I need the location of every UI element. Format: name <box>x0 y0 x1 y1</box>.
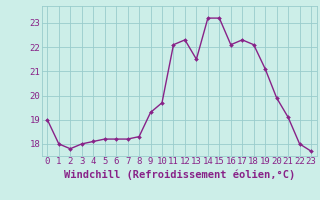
X-axis label: Windchill (Refroidissement éolien,°C): Windchill (Refroidissement éolien,°C) <box>64 169 295 180</box>
